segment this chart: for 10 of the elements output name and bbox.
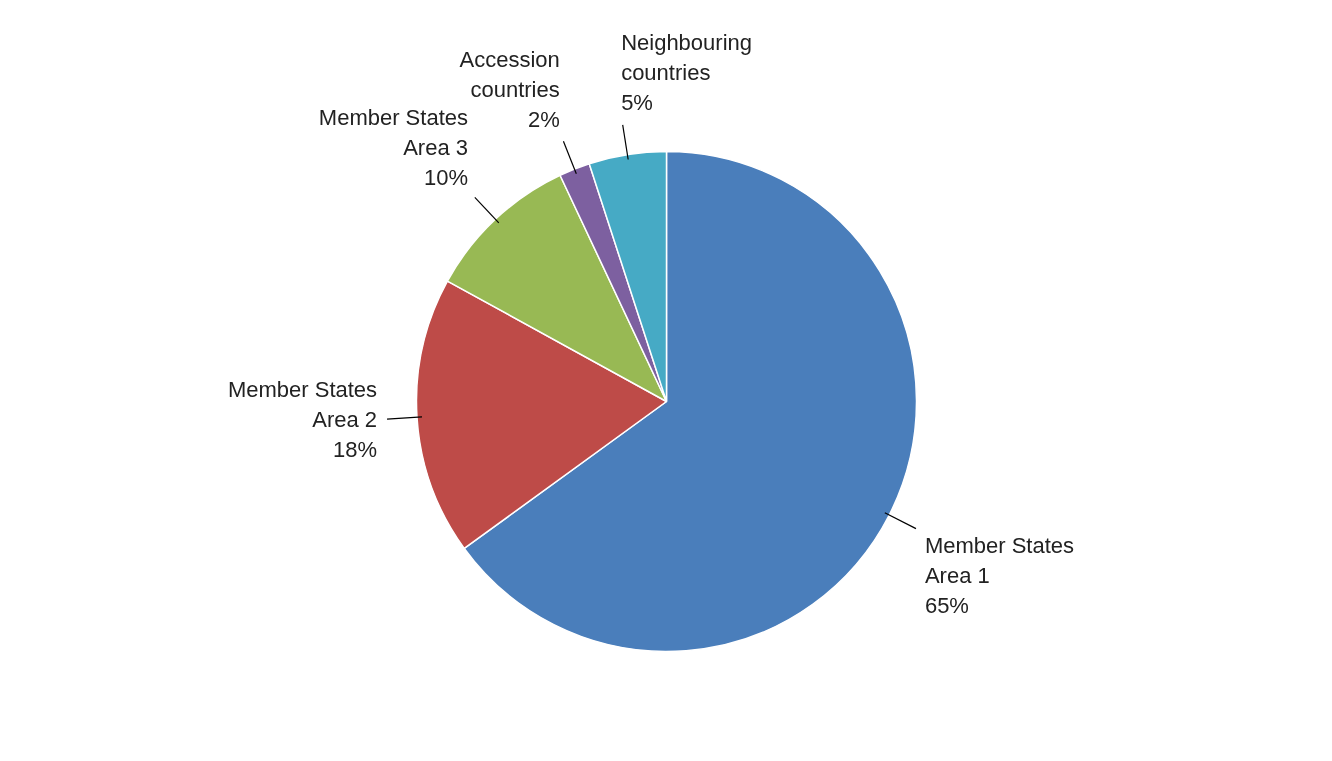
- slice-label: Neighbouring countries: [621, 30, 753, 86]
- slice-label: Member States Area 1: [924, 533, 1075, 589]
- data-label: 2%: [527, 106, 560, 132]
- data-label: 18%: [333, 437, 378, 463]
- slice-label: Accession countries: [459, 46, 560, 102]
- slice-label: Member States Area 2: [227, 377, 378, 433]
- data-label: 65%: [924, 593, 969, 619]
- data-label: 5%: [621, 90, 653, 116]
- slice-label: Member States Area 3: [318, 105, 468, 161]
- data-label: 10%: [423, 165, 468, 191]
